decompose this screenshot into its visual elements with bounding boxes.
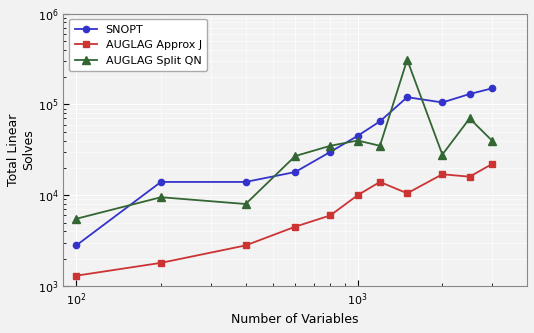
AUGLAG Approx J (404, 191, 411, 195)
SNOPT (404, 95, 411, 99)
SNOPT (327, 150, 334, 154)
AUGLAG Split QN (327, 144, 334, 148)
Y-axis label: Total Linear
Solves: Total Linear Solves (7, 114, 35, 186)
AUGLAG Split QN (404, 58, 411, 62)
SNOPT (376, 119, 383, 123)
AUGLAG Split QN (439, 153, 445, 157)
SNOPT (292, 170, 299, 174)
SNOPT (489, 86, 495, 90)
AUGLAG Split QN (489, 139, 495, 143)
AUGLAG Approx J (73, 274, 80, 278)
SNOPT (158, 180, 164, 184)
AUGLAG Split QN (355, 139, 361, 143)
AUGLAG Approx J (439, 172, 445, 176)
AUGLAG Approx J (355, 193, 361, 197)
AUGLAG Approx J (158, 261, 164, 265)
Legend: SNOPT, AUGLAG Approx J, AUGLAG Split QN: SNOPT, AUGLAG Approx J, AUGLAG Split QN (69, 19, 207, 71)
SNOPT (466, 92, 473, 96)
SNOPT (355, 134, 361, 138)
AUGLAG Approx J (327, 213, 334, 217)
AUGLAG Split QN (376, 144, 383, 148)
AUGLAG Split QN (242, 202, 249, 206)
AUGLAG Approx J (292, 225, 299, 229)
AUGLAG Split QN (466, 117, 473, 121)
SNOPT (439, 101, 445, 105)
AUGLAG Approx J (242, 243, 249, 247)
Line: AUGLAG Split QN: AUGLAG Split QN (73, 56, 496, 222)
AUGLAG Approx J (466, 175, 473, 179)
Line: AUGLAG Approx J: AUGLAG Approx J (73, 161, 495, 279)
SNOPT (73, 243, 80, 247)
AUGLAG Split QN (292, 154, 299, 158)
AUGLAG Approx J (376, 180, 383, 184)
AUGLAG Split QN (73, 217, 80, 221)
AUGLAG Split QN (158, 195, 164, 199)
AUGLAG Approx J (489, 162, 495, 166)
Line: SNOPT: SNOPT (73, 85, 495, 248)
X-axis label: Number of Variables: Number of Variables (231, 313, 359, 326)
SNOPT (242, 180, 249, 184)
